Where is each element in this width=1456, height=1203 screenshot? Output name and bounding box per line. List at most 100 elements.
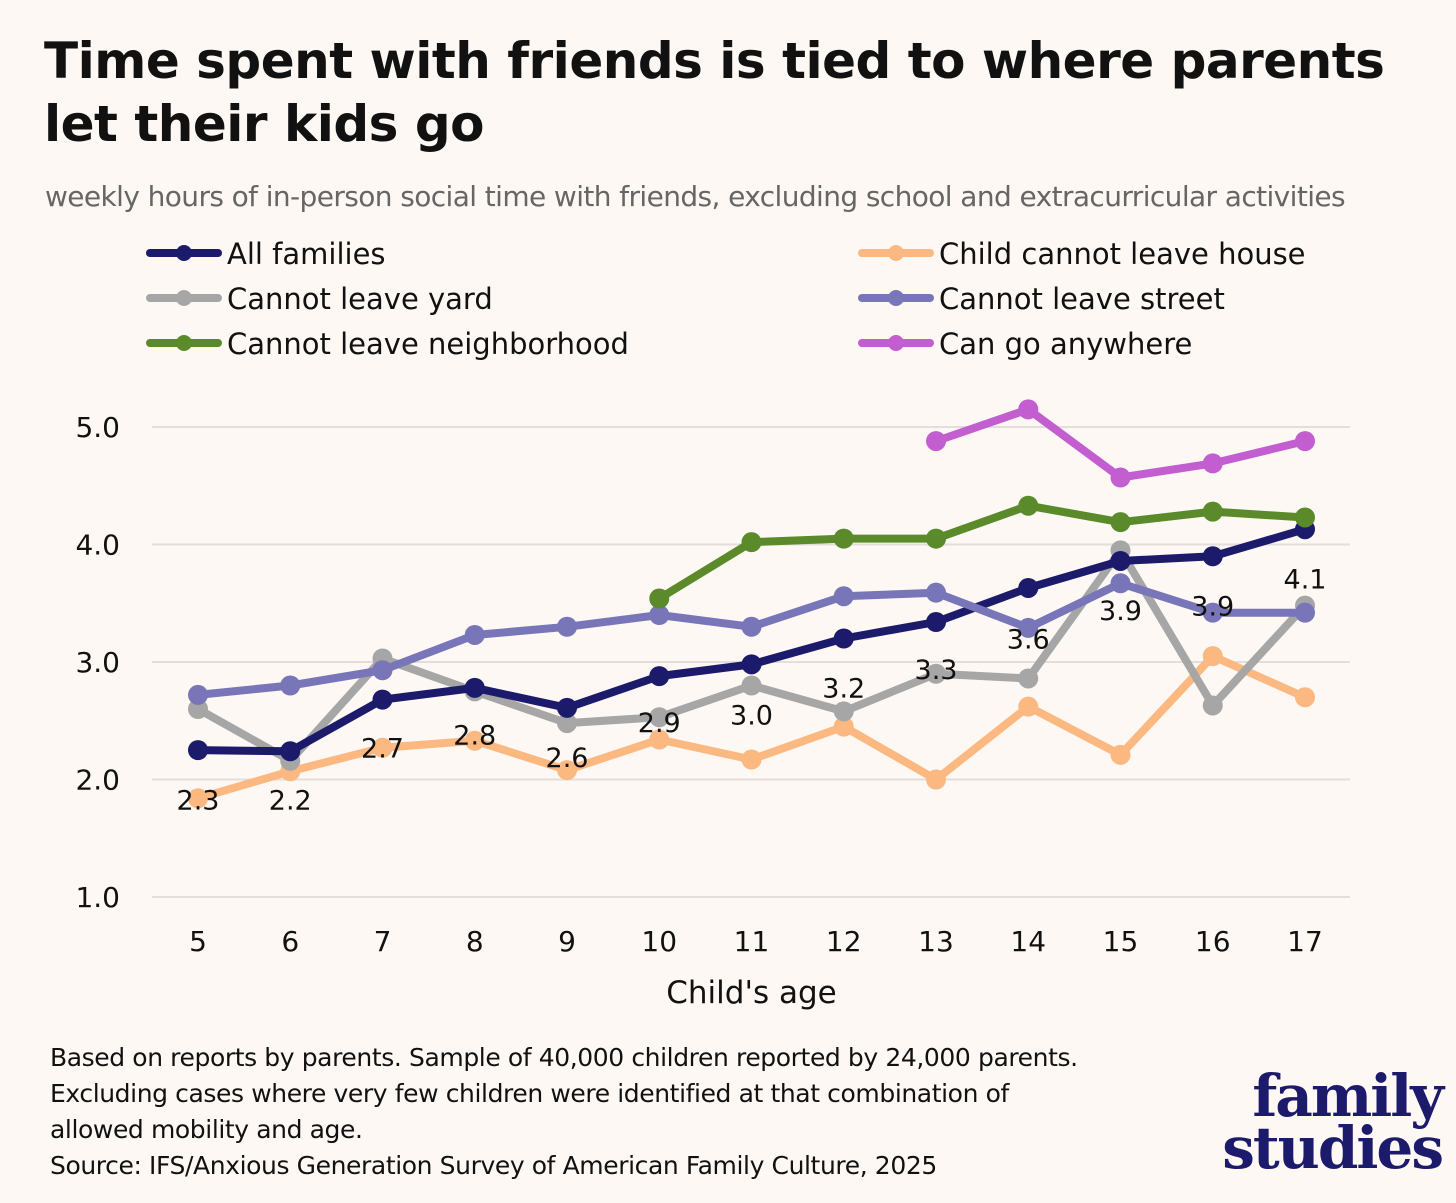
x-tick-label: 11 xyxy=(734,925,770,958)
data-point xyxy=(741,616,762,637)
legend-marker xyxy=(176,245,192,261)
data-label: 3.6 xyxy=(1007,624,1050,655)
data-label: 2.8 xyxy=(453,721,496,752)
y-tick-label: 3.0 xyxy=(75,646,120,679)
x-tick-label: 13 xyxy=(918,925,954,958)
series-line xyxy=(655,501,1309,603)
legend-marker xyxy=(888,335,904,351)
data-point xyxy=(741,675,762,696)
legend-marker xyxy=(888,245,904,261)
data-point xyxy=(833,528,854,549)
data-point xyxy=(1295,687,1315,708)
data-label: 3.9 xyxy=(1099,596,1142,627)
x-tick-label: 9 xyxy=(558,925,576,958)
data-point xyxy=(741,654,762,675)
data-point xyxy=(372,660,393,681)
data-point xyxy=(1110,744,1131,765)
footnote-line: allowed mobility and age. xyxy=(50,1115,363,1144)
data-point xyxy=(926,769,946,790)
data-point xyxy=(557,697,577,718)
data-point xyxy=(557,760,577,781)
data-point xyxy=(1018,495,1039,516)
data-label: 2.7 xyxy=(361,734,404,765)
data-point xyxy=(1202,602,1223,623)
data-point xyxy=(188,788,208,809)
legend-label: Cannot leave yard xyxy=(227,282,493,316)
data-point xyxy=(464,677,485,698)
data-label: 2.9 xyxy=(638,708,681,739)
line-chart: 1.0 2.0 3.0 4.0 5.0 5 6 7 8 9 10 11 12 13 14 15 16 17 Chil… xyxy=(75,237,1350,1011)
data-point xyxy=(649,588,670,609)
data-point xyxy=(188,684,208,705)
x-tick-label: 12 xyxy=(826,925,862,958)
data-point xyxy=(833,701,854,722)
chart-subtitle: weekly hours of in-person social time wi… xyxy=(45,180,1346,213)
data-point xyxy=(741,749,762,770)
data-point xyxy=(1295,431,1315,452)
data-point xyxy=(926,663,946,684)
chart-title: Time spent with friends is tied to where… xyxy=(44,32,1385,153)
x-tick-label: 14 xyxy=(1010,925,1046,958)
legend-label: Can go anywhere xyxy=(939,327,1192,361)
x-tick-label: 6 xyxy=(281,925,299,958)
data-point xyxy=(1202,501,1223,522)
data-point xyxy=(741,532,762,553)
data-point xyxy=(280,741,301,762)
x-axis-title: Child's age xyxy=(666,975,836,1011)
logo-line: family xyxy=(1252,1062,1444,1130)
y-tick-label: 1.0 xyxy=(75,881,120,914)
legend-label: Cannot leave street xyxy=(939,282,1225,316)
data-point xyxy=(649,605,670,625)
legend-marker xyxy=(888,290,904,306)
data-point xyxy=(649,666,670,687)
source-line: Source: IFS/Anxious Generation Survey of… xyxy=(50,1151,937,1180)
data-point xyxy=(1018,668,1039,689)
data-point xyxy=(372,689,393,710)
data-label: 3.2 xyxy=(822,674,865,705)
data-point xyxy=(833,586,854,607)
data-point xyxy=(1018,617,1039,638)
data-point xyxy=(833,628,854,649)
family-studies-logo: family studies xyxy=(1212,1062,1444,1177)
x-tick-label: 5 xyxy=(189,925,207,958)
data-point xyxy=(1110,467,1131,488)
data-point xyxy=(649,707,670,728)
legend-label: All families xyxy=(227,237,386,271)
x-tick-label: 15 xyxy=(1103,925,1139,958)
data-point xyxy=(1202,695,1223,716)
data-point xyxy=(557,616,577,637)
data-point xyxy=(1202,546,1223,567)
data-label: 3.9 xyxy=(1191,591,1234,622)
data-point xyxy=(1295,507,1315,528)
data-point xyxy=(1110,550,1131,571)
x-tick-label: 10 xyxy=(641,925,677,958)
data-point xyxy=(557,713,577,734)
data-point xyxy=(926,431,946,452)
data-label: 4.1 xyxy=(1284,564,1327,595)
data-point xyxy=(1018,399,1039,420)
data-label: 2.6 xyxy=(546,743,589,774)
data-point xyxy=(1018,577,1039,598)
data-point xyxy=(464,730,485,751)
legend-label: Child cannot leave house xyxy=(939,237,1306,271)
data-point xyxy=(1110,573,1131,594)
x-tick-label: 16 xyxy=(1195,925,1231,958)
data-label: 3.0 xyxy=(730,701,773,732)
data-label: 2.2 xyxy=(269,785,312,816)
data-point xyxy=(833,716,854,737)
data-point xyxy=(280,675,301,696)
footnote-line: Excluding cases where very few children … xyxy=(50,1079,1009,1108)
data-point xyxy=(926,528,946,549)
data-point xyxy=(1018,696,1039,717)
legend-marker xyxy=(176,290,192,306)
y-tick-label: 2.0 xyxy=(75,764,120,797)
data-point xyxy=(926,612,946,633)
data-point xyxy=(464,624,485,645)
x-tick-label: 17 xyxy=(1287,925,1323,958)
series-line xyxy=(932,405,1309,482)
data-point xyxy=(649,729,670,750)
data-point xyxy=(188,740,208,761)
legend-label: Cannot leave neighborhood xyxy=(227,327,629,361)
footnote: Based on reports by parents. Sample of 4… xyxy=(50,1040,1200,1184)
x-tick-label: 8 xyxy=(466,925,484,958)
